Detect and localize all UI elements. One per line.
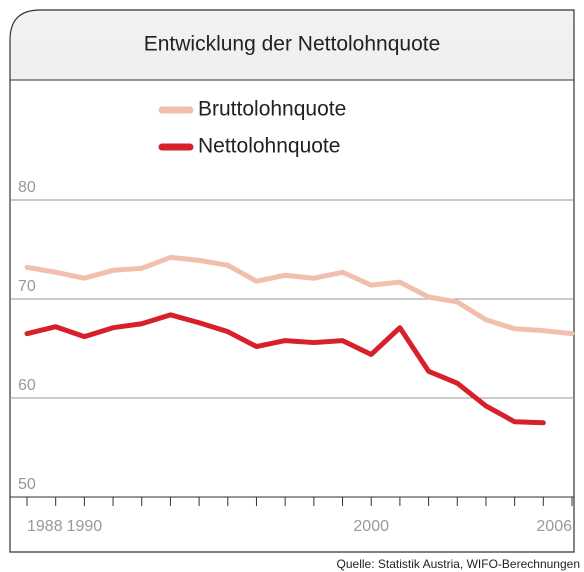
chart-title: Entwicklung der Nettolohnquote	[144, 33, 441, 56]
y-tick-label: 50	[18, 476, 36, 493]
legend-label: Nettolohnquote	[198, 135, 340, 158]
x-tick-label: 2000	[353, 518, 389, 535]
series-line	[24, 254, 575, 337]
x-tick-label: 1990	[67, 518, 103, 535]
source-note: Quelle: Statistik Austria, WIFO-Berechnu…	[337, 557, 580, 571]
x-tick-label: 1988	[27, 518, 63, 535]
y-tick-label: 80	[18, 179, 36, 196]
panel-border	[9, 9, 575, 553]
series-line	[24, 312, 546, 426]
x-tick-label: 2006	[536, 518, 572, 535]
legend-label: Bruttolohnquote	[198, 98, 346, 121]
y-tick-label: 70	[18, 278, 36, 295]
header-band	[10, 10, 574, 552]
y-tick-label: 60	[18, 377, 36, 394]
